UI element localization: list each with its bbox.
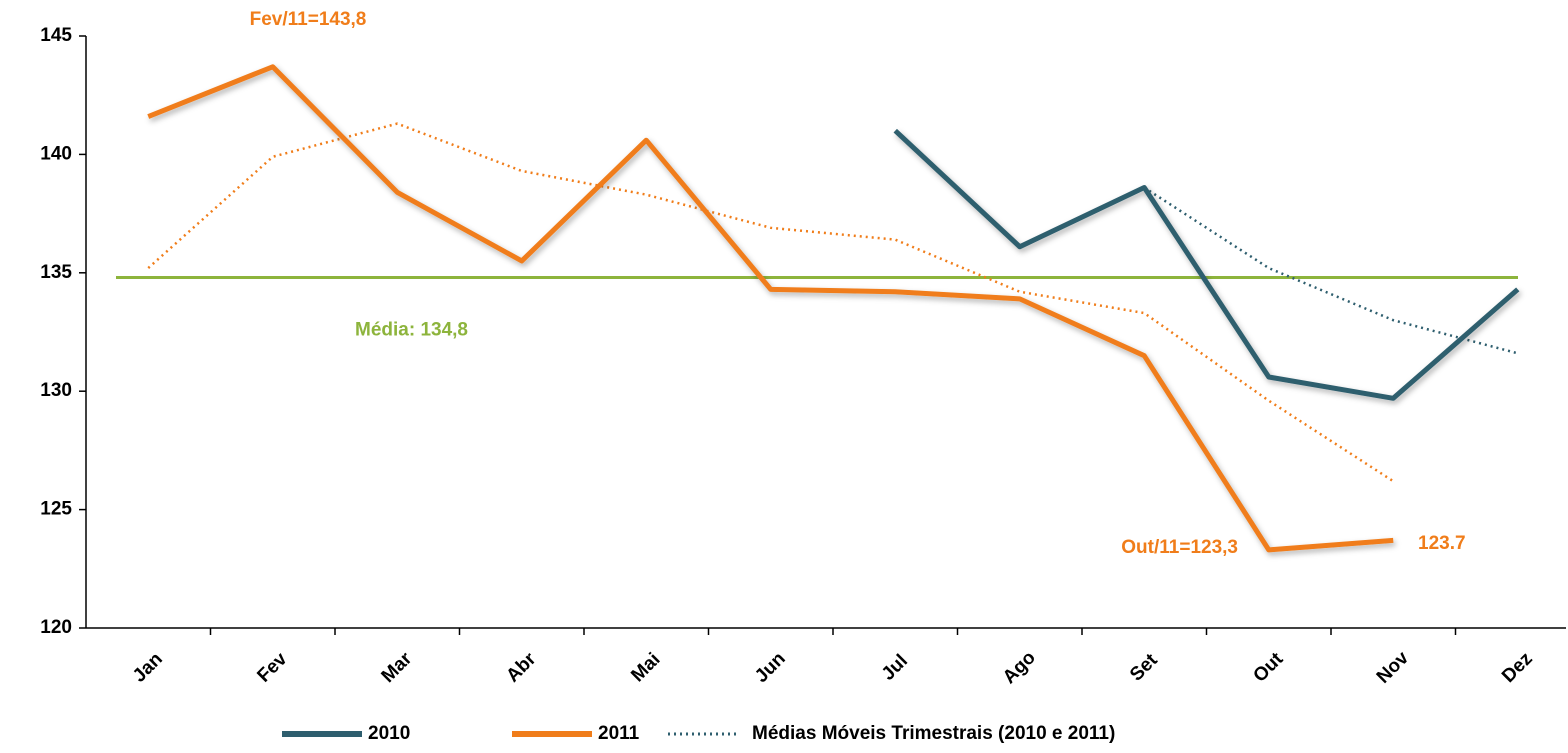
x-tick-label: Fev — [253, 648, 291, 686]
y-tick-label: 135 — [40, 262, 72, 283]
annotation: 123.7 — [1418, 533, 1466, 554]
x-tick-label: Mai — [627, 649, 664, 686]
y-tick-label: 120 — [40, 617, 72, 638]
annotation: Out/11=123,3 — [1121, 537, 1238, 558]
x-tick-label: Abr — [502, 648, 540, 686]
x-tick-label: Mar — [378, 648, 417, 687]
legend-label: 2010 — [368, 723, 410, 744]
x-tick-label: Set — [1126, 649, 1162, 685]
x-tick-label: Dez — [1498, 648, 1537, 687]
x-tick-label: Jul — [878, 651, 912, 685]
mean-label: Média: 134,8 — [355, 320, 468, 341]
x-tick-label: Out — [1249, 648, 1287, 686]
legend-label: 2011 — [598, 723, 640, 744]
x-tick-label: Nov — [1373, 647, 1414, 688]
y-tick-label: 140 — [40, 143, 72, 164]
y-tick-label: 130 — [40, 380, 72, 401]
legend-label: Médias Móveis Trimestrais (2010 e 2011) — [752, 723, 1115, 744]
x-tick-label: Jan — [129, 649, 167, 687]
line-series — [893, 128, 1520, 401]
x-tick-label: Jun — [751, 648, 790, 687]
annotation: Fev/11=143,8 — [250, 9, 367, 30]
x-tick-label: Ago — [999, 647, 1040, 688]
y-tick-label: 125 — [40, 499, 72, 520]
y-tick-label: 145 — [40, 25, 72, 46]
line-series — [147, 64, 1394, 553]
line-series — [147, 122, 1394, 483]
